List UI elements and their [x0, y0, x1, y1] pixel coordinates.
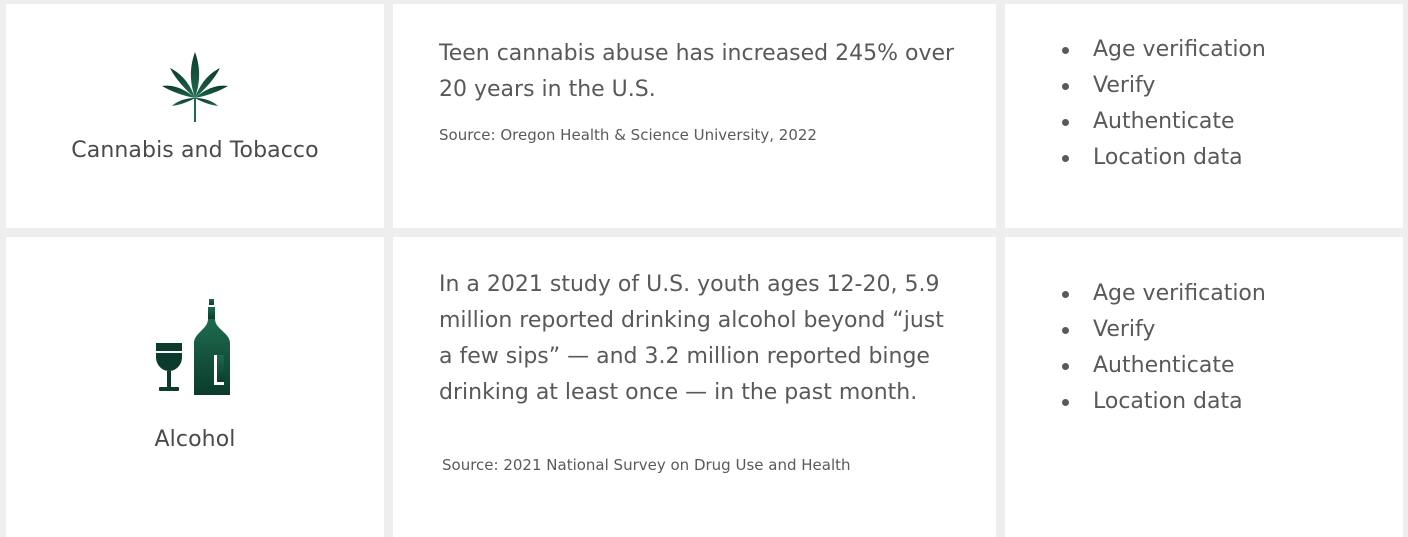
bullet-dot-icon [1062, 155, 1069, 162]
list-item-label: Age verification [1093, 281, 1266, 306]
list-item-label: Verify [1093, 317, 1156, 342]
bullet-dot-icon [1062, 47, 1069, 54]
statistic-text: In a 2021 study of U.S. youth ages 12-20… [439, 272, 944, 405]
list-item: Age verification [1037, 32, 1266, 68]
statistic-cell-alcohol: In a 2021 study of U.S. youth ages 12-20… [393, 237, 996, 537]
list-item: Age verification [1037, 276, 1266, 312]
wine-bottle-and-glass-icon [6, 299, 384, 399]
category-label: Cannabis and Tobacco [71, 138, 319, 163]
solutions-cell-alcohol: Age verification Verify Authenticate Loc… [1005, 237, 1403, 537]
statistic-text: Teen cannabis abuse has increased 245% o… [439, 41, 955, 102]
list-item: Authenticate [1037, 348, 1266, 384]
category-cell-alcohol: Alcohol [6, 237, 384, 537]
bullet-dot-icon [1062, 119, 1069, 126]
list-item: Verify [1037, 68, 1266, 104]
statistic-cell-cannabis: Teen cannabis abuse has increased 245% o… [393, 4, 996, 228]
list-item-label: Authenticate [1093, 353, 1235, 378]
solutions-list: Age verification Verify Authenticate Loc… [1037, 32, 1266, 176]
list-item-label: Location data [1093, 145, 1243, 170]
category-cell-cannabis: Cannabis and Tobacco [6, 4, 384, 228]
list-item-label: Age verification [1093, 37, 1266, 62]
category-label: Alcohol [154, 427, 236, 452]
solutions-cell-cannabis: Age verification Verify Authenticate Loc… [1005, 4, 1403, 228]
cannabis-leaf-icon [6, 50, 384, 124]
list-item: Verify [1037, 312, 1266, 348]
list-item-label: Verify [1093, 73, 1156, 98]
bullet-dot-icon [1062, 83, 1069, 90]
bullet-dot-icon [1062, 363, 1069, 370]
statistic-source: Source: 2021 National Survey on Drug Use… [442, 456, 851, 474]
list-item: Authenticate [1037, 104, 1266, 140]
solutions-list: Age verification Verify Authenticate Loc… [1037, 276, 1266, 420]
list-item-label: Authenticate [1093, 109, 1235, 134]
bullet-dot-icon [1062, 291, 1069, 298]
list-item-label: Location data [1093, 389, 1243, 414]
list-item: Location data [1037, 140, 1266, 176]
statistic-source: Source: Oregon Health & Science Universi… [439, 126, 817, 144]
list-item: Location data [1037, 384, 1266, 420]
bullet-dot-icon [1062, 327, 1069, 334]
bullet-dot-icon [1062, 399, 1069, 406]
